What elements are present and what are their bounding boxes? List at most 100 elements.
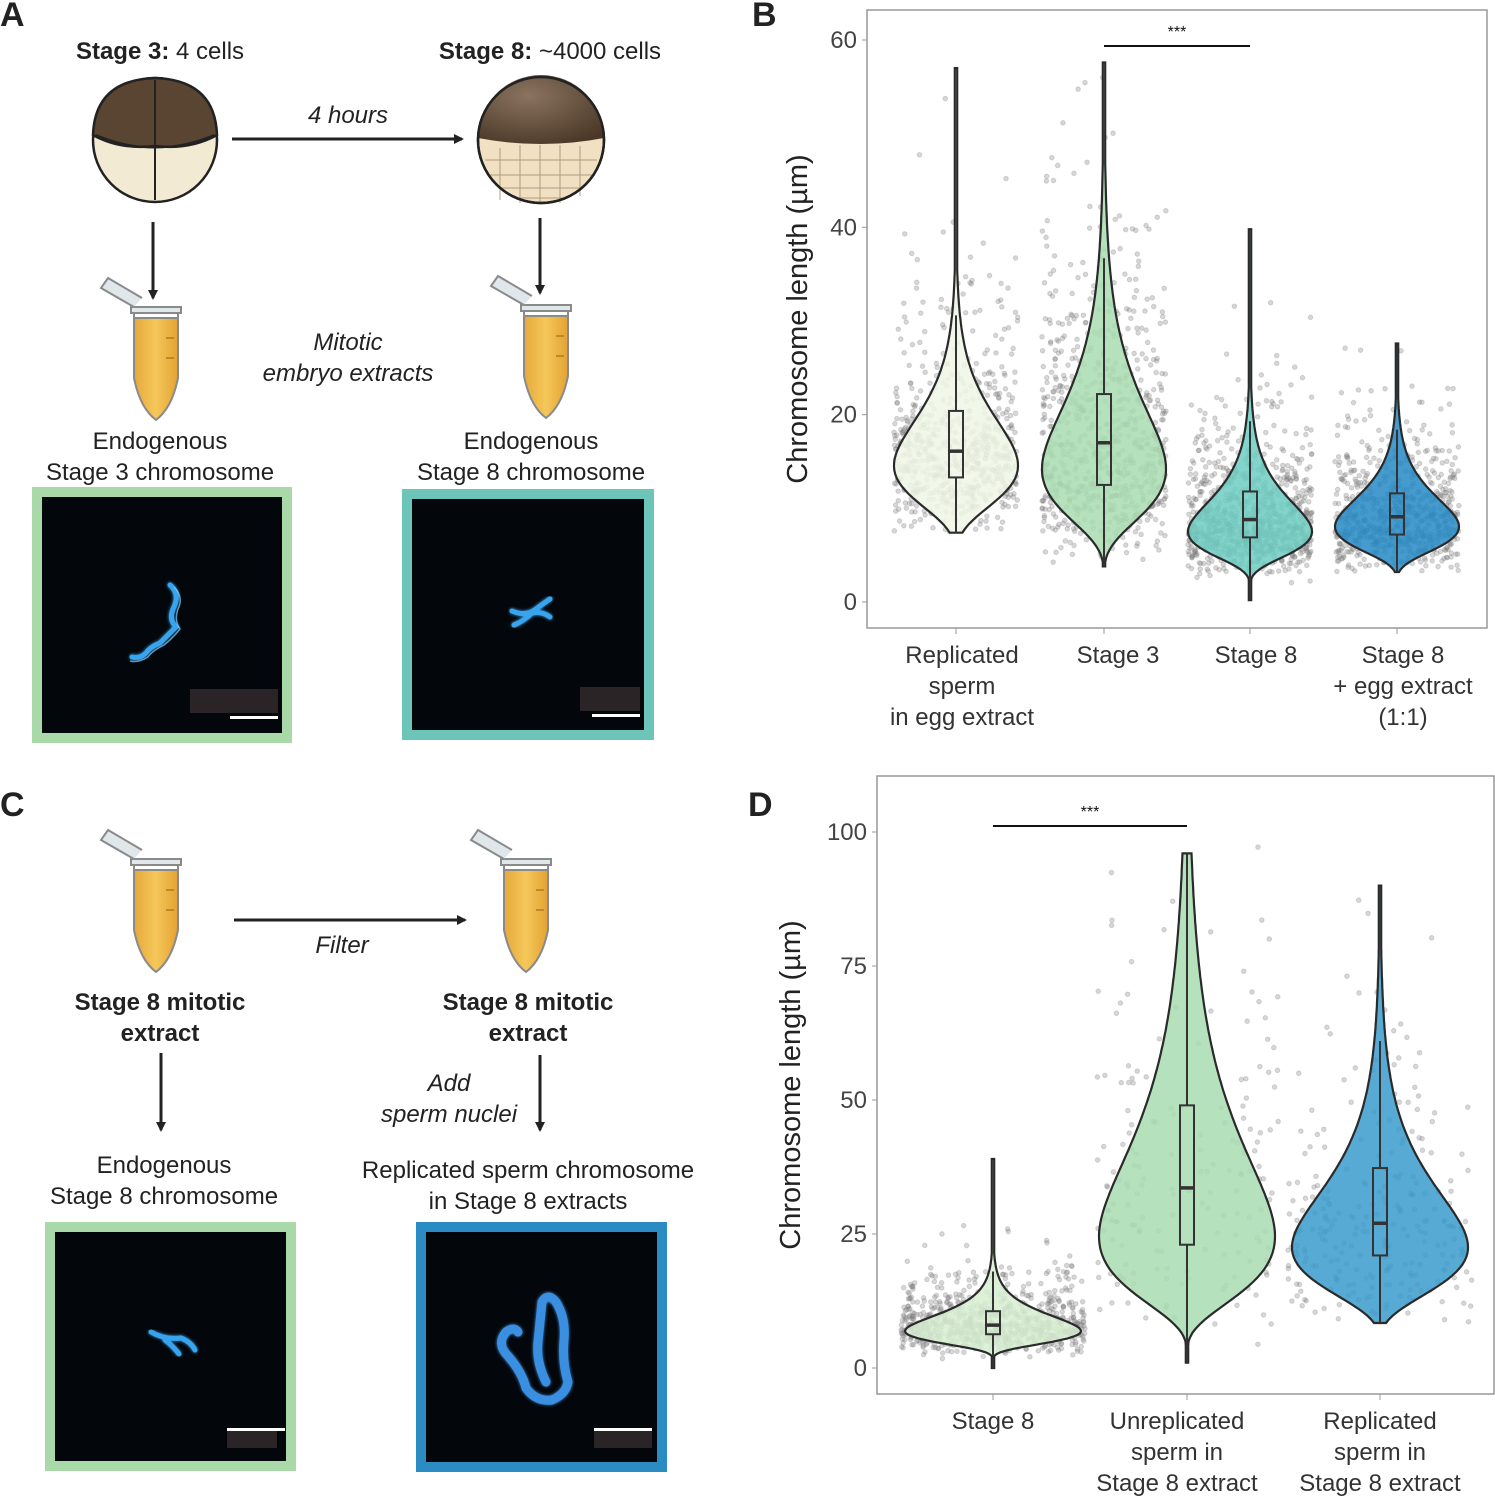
arrow-label-filter: Filter [315,932,369,959]
jitter-point [980,1353,987,1360]
jitter-point [1047,271,1054,277]
jitter-point [1100,1143,1107,1150]
jitter-point [996,395,1002,401]
jitter-point [1028,1295,1034,1302]
jitter-point [960,291,966,297]
stage3-embryo-illustration [91,76,219,204]
jitter-point [1123,549,1130,556]
jitter-point [892,508,899,514]
jitter-point [954,1279,960,1285]
jitter-point [1071,1274,1077,1280]
jitter-point [962,273,969,280]
jitter-point [1396,1099,1403,1105]
jitter-point [934,1284,941,1291]
jitter-point [1108,869,1115,876]
jitter-point [1395,1055,1402,1061]
jitter-point [902,500,909,506]
jitter-point [1118,1079,1125,1086]
jitter-point [893,432,900,438]
jitter-point [909,341,916,348]
jitter-point [1240,1115,1247,1121]
jitter-point [908,250,915,257]
jitter-point [898,426,904,433]
jitter-point [1070,1352,1076,1358]
jitter-point [1008,422,1015,428]
jitter-point [1156,547,1162,553]
jitter-point [999,304,1005,310]
jitter-point [899,430,905,436]
jitter-point [1134,1068,1141,1074]
jitter-point [898,1322,905,1328]
jitter-point [1302,1195,1309,1202]
jitter-point [1004,406,1011,413]
label-filtered-stage8-extract: Stage 8 mitotic extract [408,987,648,1049]
jitter-point [1158,530,1164,536]
jitter-point [966,1283,973,1290]
jitter-point [1122,226,1129,233]
jitter-point [1128,958,1135,965]
jitter-point [1419,1147,1426,1154]
jitter-point [1039,506,1046,512]
jitter-point [1041,402,1048,408]
jitter-point [1007,492,1014,498]
jitter-point [895,506,902,512]
jitter-point [904,417,910,424]
jitter-point [1058,395,1065,402]
jitter-point [1256,1163,1262,1170]
jitter-point [900,428,907,434]
jitter-point [933,360,940,367]
jitter-point [909,1283,916,1289]
jitter-point [939,321,946,328]
jitter-point [921,349,928,356]
jitter-point [1135,258,1142,264]
jitter-point [1299,1302,1305,1309]
jitter-point [1462,1218,1469,1225]
jitter-point [1095,1259,1101,1266]
jitter-point [999,364,1005,370]
jitter-point [906,1312,913,1319]
caption-line2: Stage 8 chromosome [416,459,646,486]
extract-label-line1: Mitotic [313,329,383,356]
jitter-point [1275,1118,1281,1125]
jitter-point [913,285,920,291]
jitter-point [896,518,903,524]
jitter-point [1143,394,1149,401]
jitter-point [1078,1278,1085,1285]
jitter-point [1143,327,1149,333]
jitter-point [1070,1304,1076,1311]
jitter-point [1123,542,1129,548]
stage3-title-rest: 4 cells [169,38,245,65]
jitter-point [1109,1300,1115,1306]
jitter-point [932,1344,938,1351]
jitter-point [914,1311,920,1318]
jitter-point [909,416,915,422]
y-tick-label: 100 [827,819,867,846]
jitter-point [1071,316,1077,322]
jitter-point [1404,1034,1410,1041]
micrograph-stage3-chromosome [32,487,292,743]
jitter-point [1058,544,1064,551]
jitter-point [931,1278,938,1285]
jitter-point [928,1303,935,1310]
extract-label-line2: embryo extracts [262,360,434,387]
jitter-point [1045,523,1052,530]
caption-line1: Endogenous [96,1152,232,1179]
jitter-point [1131,308,1137,315]
jitter-point [1041,411,1048,418]
jitter-point [1299,1207,1306,1214]
jitter-point [919,1303,926,1309]
jitter-point [1108,922,1115,929]
jitter-point [1356,990,1362,996]
jitter-point [903,414,909,421]
jitter-point [1428,935,1435,941]
scale-bar-background [190,689,278,713]
caption-replicated-sperm: Replicated sperm chromosome in Stage 8 ex… [328,1155,728,1217]
stage3-title: Stage 3: 4 cells [40,36,280,67]
jitter-point [894,415,900,422]
jitter-point [1072,1341,1079,1348]
jitter-point [1095,1274,1102,1281]
jitter-point [910,401,917,408]
jitter-point [1439,1298,1446,1305]
jitter-point [1062,376,1068,382]
